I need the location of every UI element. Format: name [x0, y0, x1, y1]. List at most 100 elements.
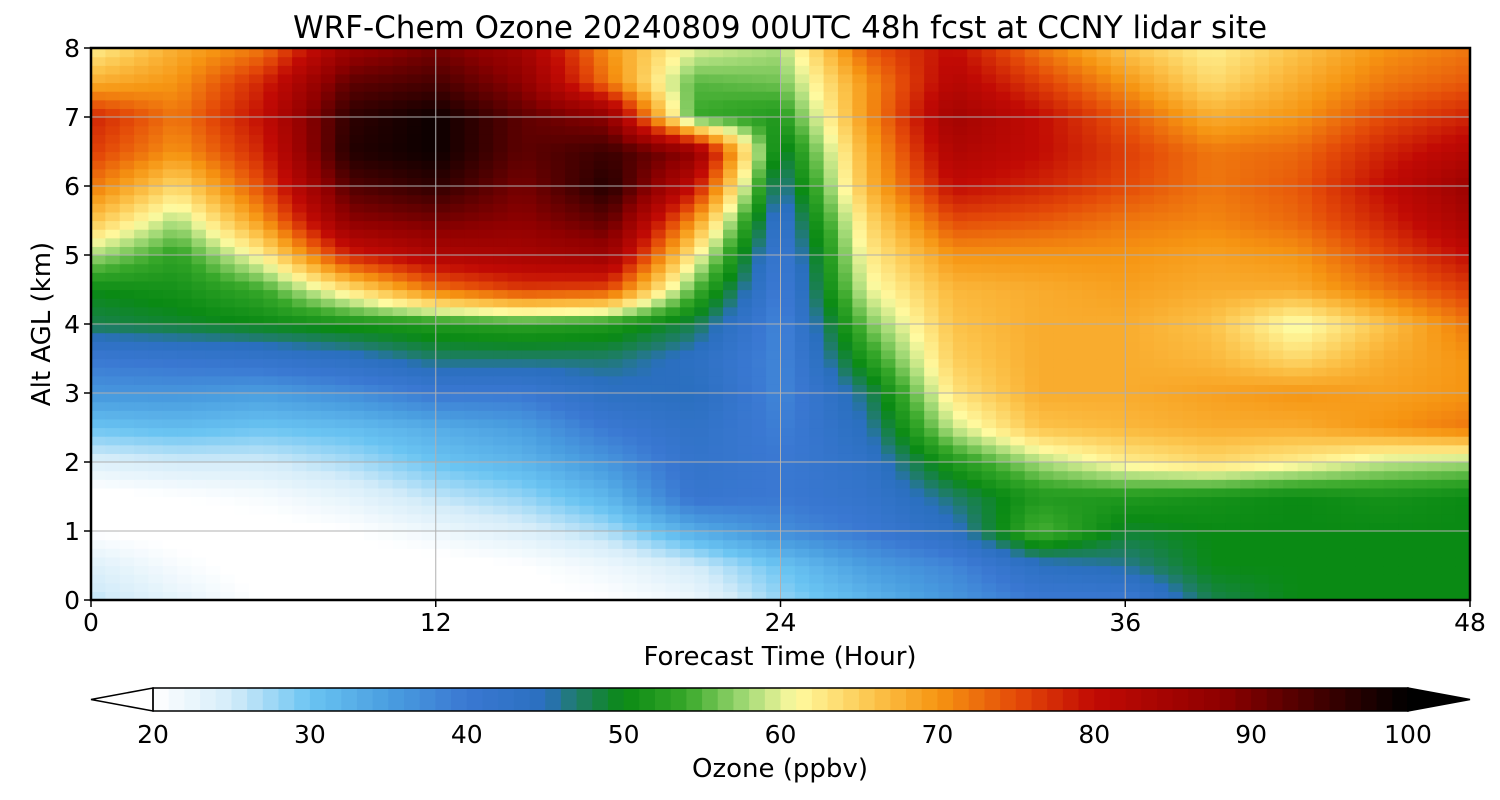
heatmap-cell	[737, 211, 753, 222]
heatmap-cell	[995, 401, 1011, 411]
heatmap-cell	[651, 220, 667, 230]
heatmap-cell	[823, 237, 839, 247]
heatmap-cell	[952, 436, 968, 446]
heatmap-cell	[952, 556, 968, 567]
heatmap-cell	[407, 418, 422, 429]
heatmap-cell	[737, 470, 753, 480]
heatmap-cell	[1010, 160, 1026, 170]
heatmap-cell	[1082, 574, 1098, 584]
heatmap-cell	[392, 358, 408, 368]
heatmap-cell	[1297, 548, 1313, 558]
heatmap-cell	[1455, 203, 1471, 213]
heatmap-cell	[708, 401, 724, 411]
heatmap-cell	[694, 401, 710, 411]
heatmap-cell	[622, 358, 638, 368]
heatmap-cell	[205, 324, 221, 334]
heatmap-cell	[665, 444, 681, 454]
heatmap-cell	[263, 211, 279, 222]
heatmap-cell	[1182, 186, 1198, 196]
heatmap-cell	[751, 315, 767, 325]
heatmap-cell	[162, 255, 178, 265]
heatmap-cell	[622, 539, 638, 549]
heatmap-cell	[780, 487, 796, 498]
heatmap-cell	[995, 324, 1011, 334]
heatmap-cell	[608, 306, 624, 316]
heatmap-cell	[435, 513, 451, 523]
heatmap-cell	[1412, 203, 1428, 213]
heatmap-cell	[435, 418, 451, 429]
heatmap-cell	[148, 393, 164, 403]
heatmap-cell	[1225, 168, 1241, 178]
heatmap-cell	[249, 582, 264, 592]
heatmap-cell	[421, 194, 437, 204]
heatmap-cell	[91, 522, 106, 532]
heatmap-cell	[909, 384, 925, 394]
heatmap-cell	[91, 375, 106, 385]
heatmap-cell	[794, 194, 810, 204]
heatmap-cell	[794, 211, 810, 222]
heatmap-cell	[1067, 401, 1083, 411]
heatmap-cell	[622, 531, 638, 541]
heatmap-cell	[708, 453, 724, 463]
heatmap-cell	[593, 462, 609, 472]
heatmap-cell	[177, 574, 193, 584]
heatmap-cell	[1125, 306, 1141, 316]
heatmap-cell	[593, 211, 609, 222]
heatmap-cell	[550, 556, 566, 567]
heatmap-cell	[636, 436, 652, 446]
heatmap-cell	[536, 393, 552, 403]
heatmap-cell	[665, 479, 681, 489]
heatmap-cell	[1096, 393, 1112, 403]
heatmap-cell	[177, 315, 193, 325]
heatmap-cell	[751, 289, 767, 299]
heatmap-cell	[450, 272, 466, 282]
heatmap-cell	[478, 582, 494, 592]
heatmap-cell	[407, 315, 422, 325]
heatmap-cell	[191, 151, 207, 161]
heatmap-cell	[1125, 505, 1141, 515]
heatmap-cell	[550, 591, 566, 601]
heatmap-cell	[105, 427, 121, 437]
heatmap-cell	[737, 427, 753, 437]
heatmap-cell	[809, 384, 825, 394]
heatmap-cell	[766, 168, 782, 178]
heatmap-cell	[177, 272, 193, 282]
heatmap-cell	[1082, 375, 1098, 385]
heatmap-cell	[177, 522, 193, 532]
heatmap-cell	[105, 168, 121, 178]
heatmap-cell	[1326, 574, 1342, 584]
heatmap-cell	[521, 513, 537, 523]
heatmap-cell	[277, 289, 293, 299]
heatmap-cell	[493, 375, 509, 385]
heatmap-cell	[1211, 255, 1227, 265]
heatmap-cell	[823, 211, 839, 222]
heatmap-cell	[507, 401, 523, 411]
heatmap-cell	[1355, 574, 1371, 584]
heatmap-cell	[723, 220, 738, 230]
heatmap-cell	[320, 539, 336, 549]
heatmap-cell	[392, 306, 408, 316]
heatmap-cell	[1297, 237, 1313, 247]
heatmap-cell	[1455, 289, 1471, 299]
heatmap-cell	[536, 211, 552, 222]
heatmap-cell	[895, 470, 911, 480]
heatmap-cell	[565, 436, 580, 446]
heatmap-cell	[1125, 462, 1141, 472]
heatmap-cell	[306, 211, 322, 222]
heatmap-cell	[924, 436, 940, 446]
heatmap-cell	[636, 315, 652, 325]
heatmap-cell	[909, 194, 925, 204]
heatmap-cell	[392, 505, 408, 515]
heatmap-cell	[1398, 513, 1414, 523]
heatmap-cell	[277, 367, 293, 377]
heatmap-cell	[249, 229, 264, 239]
heatmap-cell	[191, 203, 207, 213]
heatmap-cell	[866, 341, 882, 351]
heatmap-cell	[349, 591, 365, 601]
heatmap-cell	[751, 255, 767, 265]
heatmap-cell	[1067, 306, 1083, 316]
heatmap-cell	[191, 513, 207, 523]
heatmap-cell	[823, 556, 839, 567]
heatmap-cell	[392, 479, 408, 489]
heatmap-cell	[1225, 548, 1241, 558]
